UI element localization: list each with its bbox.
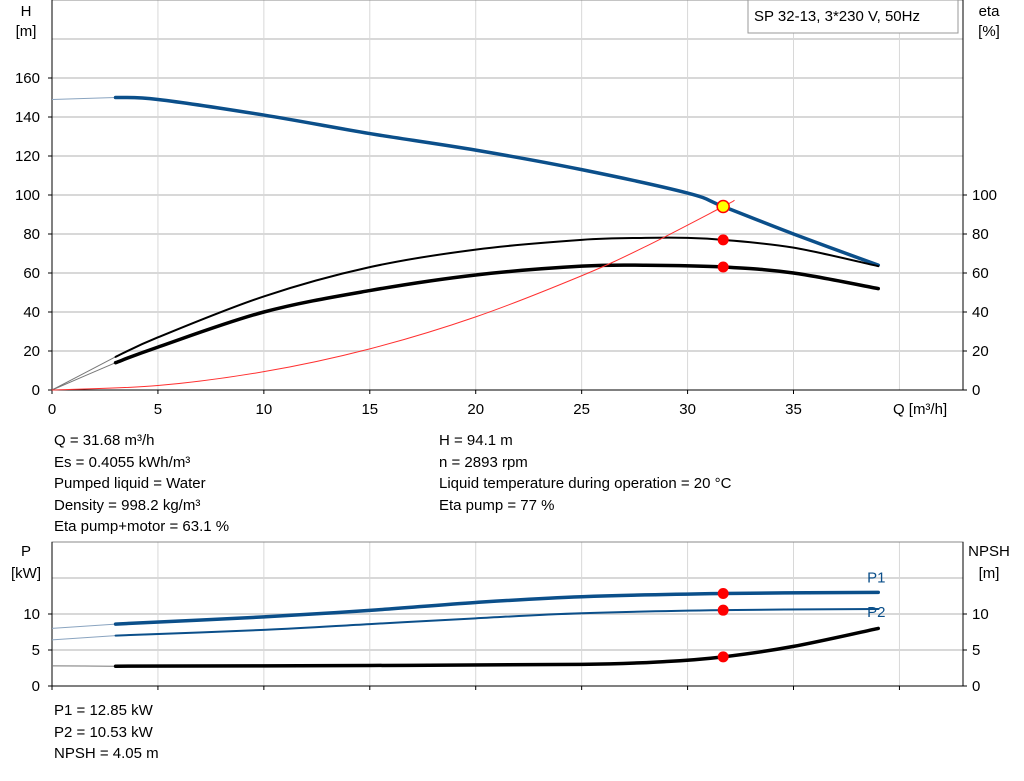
result-liquid: Pumped liquid = Water [54, 475, 206, 492]
chart2-series-label-P1: P1 [867, 569, 885, 586]
chart1-y-left-tick-label: 20 [23, 343, 40, 360]
chart1-title: SP 32-13, 3*230 V, 50Hz [754, 8, 920, 25]
chart2-y-right-label: NPSH [968, 543, 1010, 560]
chart1-y-left-tick-label: 160 [15, 70, 40, 87]
chart2-y-right-tick-label: 10 [972, 606, 989, 623]
chart1-series-eta_pump [114, 236, 880, 358]
chart2-series-extension-P2 [51, 635, 116, 641]
chart1-y-left-unit: [m] [16, 23, 37, 40]
results-bottom: P1 = 12.85 kW P2 = 10.53 kW NPSH = 4.05 … [54, 700, 159, 765]
result-temperature: Liquid temperature during operation = 20… [439, 475, 732, 492]
chart2-y-right-unit: [m] [979, 565, 1000, 582]
chart2-y-left-unit: [kW] [11, 565, 41, 582]
result-p2: P2 = 10.53 kW [54, 723, 153, 741]
chart1-x-tick-label: 35 [785, 401, 802, 418]
chart2-series-label-P2: P2 [867, 604, 885, 621]
chart1-series-extension-H [51, 97, 116, 100]
chart2-series-P1 [113, 590, 881, 626]
chart1-y-right-tick-label: 60 [972, 265, 989, 282]
chart1-x-tick-label: 30 [679, 401, 696, 418]
chart1-y-right-tick-label: 100 [972, 187, 997, 204]
results-top-right: H = 94.1 m n = 2893 rpm Liquid temperatu… [439, 430, 731, 516]
chart1-x-tick-label: 10 [256, 401, 273, 418]
chart1-series-extension-eta_pump [51, 356, 116, 391]
chart2-y-left-tick-label: 5 [32, 642, 40, 659]
result-energy: Es = 0.4055 kWh/m³ [54, 453, 191, 471]
chart2-operating-point [717, 587, 729, 599]
chart1-y-left-tick-label: 60 [23, 265, 40, 282]
chart1-x-tick-label: 15 [361, 401, 378, 418]
chart1-operating-point [717, 261, 729, 273]
result-eta-pump: Eta pump = 77 % [439, 496, 555, 514]
chart1-y-left-tick-label: 40 [23, 304, 40, 321]
result-head: H = 94.1 m [439, 432, 513, 449]
chart2-series-P2 [114, 607, 880, 637]
chart1-x-axis-label: Q [m³/h] [893, 401, 947, 418]
chart1-operating-point [717, 234, 729, 246]
chart1-y-left-tick-label: 120 [15, 148, 40, 165]
chart1-y-right-tick-label: 80 [972, 226, 989, 243]
chart2-y-right-tick-label: 5 [972, 642, 980, 659]
chart1-y-left-tick-label: 100 [15, 187, 40, 204]
result-flow: Q = 31.68 m³/h [54, 432, 155, 449]
chart1-y-right-tick-label: 0 [972, 382, 980, 399]
chart1-series-extension-eta_pump_motor [51, 362, 116, 391]
chart2-y-left-tick-label: 0 [32, 678, 40, 695]
chart1-operating-point [716, 199, 730, 214]
result-npsh: NPSH = 4.05 m [54, 745, 159, 762]
chart1-y-right-unit: [%] [978, 23, 1000, 40]
result-p1: P1 = 12.85 kW [54, 702, 153, 719]
chart1-series-H [113, 95, 881, 267]
chart1-y-right-tick-label: 20 [972, 343, 989, 360]
chart1-y-left-tick-label: 80 [23, 226, 40, 243]
chart1-y-right-tick-label: 40 [972, 304, 989, 321]
chart1-x-tick-label: 5 [154, 401, 162, 418]
result-density: Density = 998.2 kg/m³ [54, 496, 201, 514]
chart1-y-right-label: eta [979, 3, 1001, 20]
chart2-y-right-tick-label: 0 [972, 678, 980, 695]
chart2-y-left-label: P [21, 543, 31, 560]
chart1-y-left-label: H [21, 3, 32, 20]
chart2-operating-point [717, 604, 729, 616]
chart1-x-tick-label: 25 [573, 401, 590, 418]
chart2-series-extension-P1 [51, 623, 116, 629]
chart1-y-left-tick-label: 0 [32, 382, 40, 399]
chart1-x-tick-label: 20 [467, 401, 484, 418]
chart2-y-left-tick-label: 10 [23, 606, 40, 623]
chart1-title-box [747, 0, 959, 34]
chart1-y-left-tick-label: 140 [15, 109, 40, 126]
chart1-series-eta_pump_motor [113, 263, 881, 365]
chart2-series-NPSH [113, 626, 881, 668]
results-top-left: Q = 31.68 m³/h Es = 0.4055 kWh/m³ Pumped… [54, 430, 229, 538]
result-speed: n = 2893 rpm [439, 453, 528, 471]
result-eta-pump-motor: Eta pump+motor = 63.1 % [54, 518, 230, 535]
chart1-x-tick-label: 0 [48, 401, 56, 418]
chart1-series-system_curve [51, 199, 735, 391]
chart2-operating-point [717, 651, 729, 663]
